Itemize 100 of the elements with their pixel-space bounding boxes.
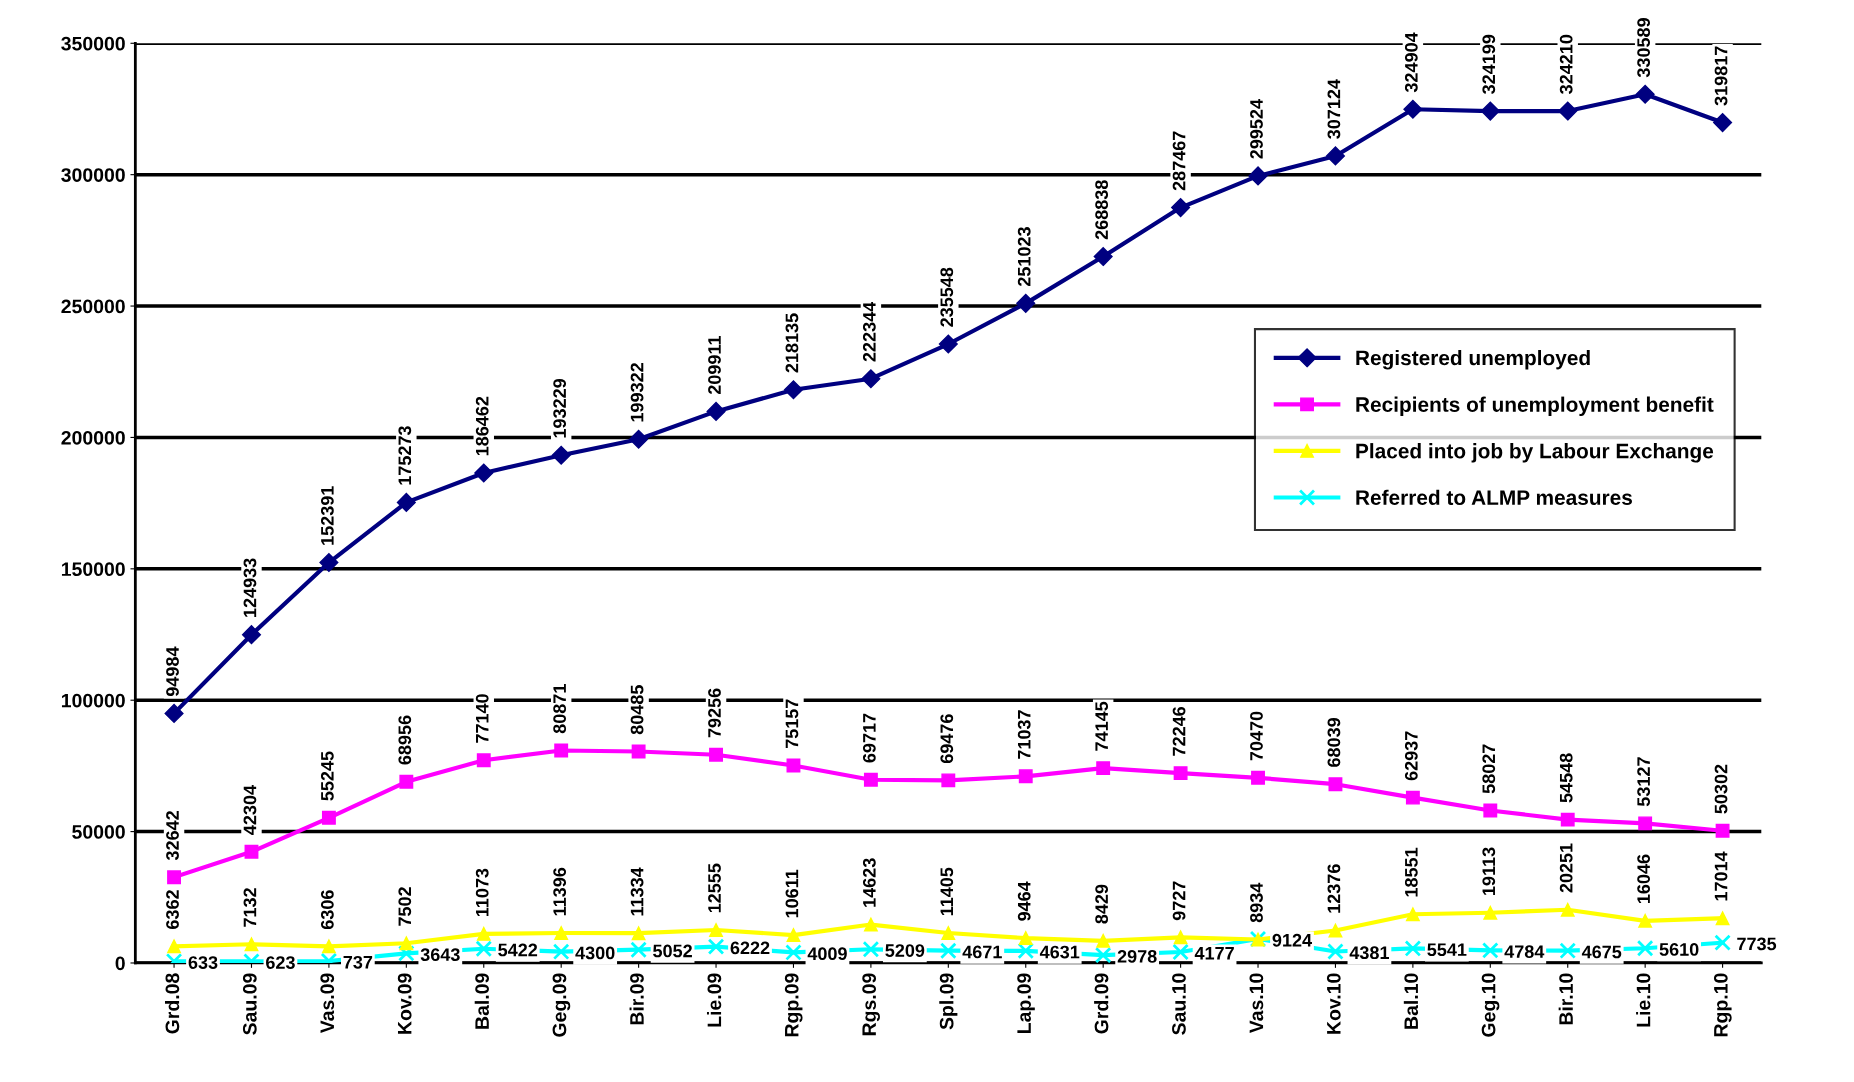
x-tick-label: Lie.09 — [706, 973, 722, 1027]
data-label: 186462 — [475, 396, 489, 456]
data-label: 2978 — [1117, 949, 1157, 963]
data-label: 4009 — [807, 947, 847, 961]
data-label: 218135 — [785, 313, 799, 373]
data-label: 6362 — [166, 890, 179, 929]
data-label: 4784 — [1504, 945, 1545, 959]
x-tick-label: Kov.09 — [397, 973, 412, 1034]
data-label: 193229 — [553, 378, 567, 438]
data-label: 42304 — [243, 785, 257, 835]
data-label: 5610 — [1659, 943, 1699, 956]
data-label: 5422 — [498, 943, 538, 957]
x-tick-label: Rgs.09 — [862, 973, 880, 1036]
data-label: 11334 — [630, 867, 644, 916]
data-label: 12376 — [1327, 864, 1341, 913]
x-tick-label: Lap.09 — [1017, 973, 1035, 1033]
data-label: 319817 — [1714, 46, 1728, 106]
x-tick-label: Bir.10 — [1558, 973, 1573, 1025]
y-tick-label: 250000 — [61, 299, 125, 314]
data-label: 58027 — [1482, 744, 1496, 794]
x-tick-label: Sau.09 — [242, 973, 257, 1035]
legend-label: Referred to ALMP measures — [1356, 489, 1632, 505]
data-label: 11073 — [475, 868, 489, 917]
x-tick-label: Vas.09 — [320, 973, 335, 1034]
x-tick-label: Grd.09 — [1094, 973, 1109, 1034]
data-label: 6306 — [320, 890, 334, 930]
data-label: 9464 — [1017, 881, 1031, 921]
x-tick-label: Bir.09 — [629, 973, 644, 1025]
data-label: 235548 — [940, 267, 954, 327]
x-tick-label: Geg.09 — [552, 973, 571, 1037]
data-label: 4300 — [575, 946, 615, 960]
data-label: 69717 — [862, 713, 876, 763]
data-label: 8429 — [1095, 884, 1109, 924]
data-label: 11405 — [940, 867, 954, 916]
data-label: 633 — [188, 956, 218, 969]
y-tick-label: 0 — [115, 956, 125, 971]
data-label: 50302 — [1714, 764, 1728, 814]
x-tick-label: Kov.10 — [1326, 973, 1341, 1034]
data-label: 4671 — [962, 945, 1002, 959]
y-tick-label: 350000 — [61, 36, 125, 51]
y-tick-label: 50000 — [72, 825, 125, 839]
data-label: 307124 — [1327, 79, 1341, 139]
data-label: 18551 — [1404, 847, 1418, 897]
data-label: 268838 — [1095, 180, 1109, 240]
legend-label: Placed into job by Labour Exchange — [1356, 443, 1714, 463]
legend-label: Registered unemployed — [1356, 350, 1590, 370]
data-label: 3643 — [420, 948, 460, 962]
data-label: 324904 — [1404, 32, 1418, 93]
data-label: 7502 — [398, 887, 412, 926]
data-label: 299524 — [1250, 99, 1263, 159]
data-label: 175273 — [398, 426, 412, 485]
data-label: 8934 — [1250, 882, 1263, 923]
data-label: 20251 — [1559, 843, 1573, 893]
data-label: 9124 — [1272, 933, 1312, 947]
data-label: 79256 — [708, 688, 721, 738]
data-label: 737 — [343, 955, 373, 969]
data-label: 16046 — [1637, 854, 1651, 904]
y-tick-label: 100000 — [61, 693, 125, 708]
x-tick-label: Bal.10 — [1403, 973, 1419, 1029]
data-label: 4631 — [1039, 945, 1080, 959]
data-label: 12555 — [708, 863, 721, 913]
data-label: 19113 — [1482, 847, 1496, 895]
y-tick-label: 150000 — [61, 562, 125, 577]
data-label: 32642 — [166, 811, 179, 861]
data-label: 62937 — [1404, 731, 1418, 781]
data-label: 75157 — [785, 699, 799, 749]
data-label: 4381 — [1349, 946, 1390, 960]
x-tick-label: Grd.08 — [164, 973, 180, 1034]
data-label: 324199 — [1482, 34, 1496, 94]
data-label: 5209 — [885, 944, 925, 957]
x-tick-label: Geg.10 — [1481, 973, 1500, 1037]
x-tick-label: Rgp.10 — [1713, 973, 1732, 1037]
data-label: 199322 — [630, 363, 644, 422]
data-label: 14623 — [862, 858, 876, 907]
x-tick-label: Lie.10 — [1636, 973, 1651, 1027]
data-label: 54548 — [1559, 753, 1573, 803]
data-label: 6222 — [730, 941, 770, 955]
x-tick-label: Vas.10 — [1249, 973, 1264, 1034]
data-label: 80485 — [630, 685, 644, 735]
data-label: 5052 — [653, 944, 692, 958]
data-label: 324210 — [1559, 34, 1573, 94]
data-label: 623 — [266, 956, 295, 969]
data-label: 68039 — [1327, 717, 1341, 767]
data-label: 55245 — [320, 751, 334, 801]
x-tick-label: Spl.09 — [939, 973, 958, 1030]
y-tick-label: 300000 — [61, 168, 125, 182]
data-label: 72246 — [1172, 706, 1186, 756]
data-label: 287467 — [1172, 131, 1186, 191]
data-label: 330589 — [1637, 18, 1651, 78]
data-label: 70470 — [1250, 711, 1263, 761]
data-label: 4675 — [1581, 945, 1622, 959]
data-label: 10611 — [785, 869, 799, 918]
data-label: 74145 — [1095, 701, 1109, 751]
data-label: 4177 — [1194, 947, 1234, 960]
data-label: 69476 — [940, 714, 954, 764]
legend-label: Recipients of unemployment benefit — [1356, 396, 1714, 417]
data-label: 7735 — [1737, 937, 1777, 951]
data-label: 53127 — [1637, 757, 1651, 807]
data-label: 124933 — [243, 558, 257, 617]
data-label: 222344 — [862, 301, 876, 362]
